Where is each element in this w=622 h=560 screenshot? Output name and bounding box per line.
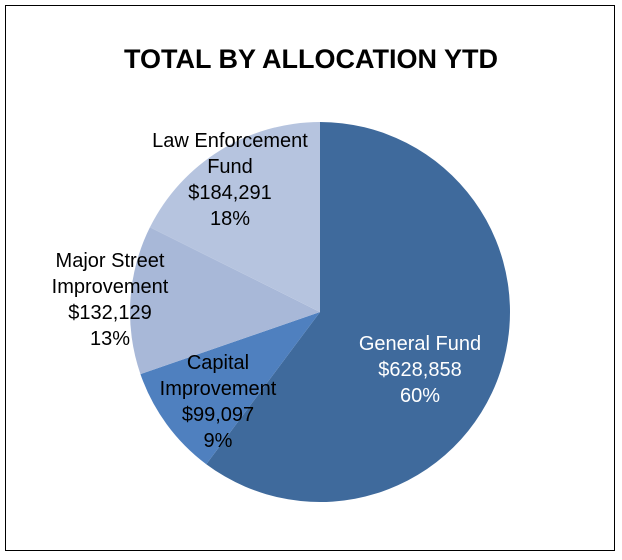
value-label: $628,858 bbox=[378, 359, 462, 381]
data-label: Law Enforcement Fund $184,291 18% bbox=[140, 128, 320, 232]
pie-slice bbox=[130, 227, 320, 375]
data-label: General Fund $628,858 60% bbox=[335, 331, 505, 409]
pie-slice bbox=[206, 122, 510, 502]
value-label: $99,097 bbox=[181, 404, 255, 426]
chart-frame bbox=[5, 5, 615, 551]
pie-slice bbox=[140, 312, 320, 465]
value-label: $184,291 bbox=[188, 182, 272, 204]
category-label: Law Enforcement Fund bbox=[152, 130, 308, 178]
chart-title: TOTAL BY ALLOCATION YTD bbox=[123, 44, 498, 74]
value-label: $132,129 bbox=[68, 302, 152, 324]
percent-label: 60% bbox=[399, 385, 441, 407]
pie-slice bbox=[149, 122, 320, 312]
data-label: Major Street Improvement $132,129 13% bbox=[35, 248, 185, 352]
category-label: General Fund bbox=[358, 333, 482, 355]
category-label: Major Street Improvement bbox=[51, 250, 169, 298]
percent-label: 9% bbox=[203, 430, 233, 452]
category-label: Capital Improvement bbox=[159, 352, 277, 400]
percent-label: 18% bbox=[209, 208, 251, 230]
data-label: Capital Improvement $99,097 9% bbox=[153, 350, 283, 454]
percent-label: 13% bbox=[89, 328, 131, 350]
